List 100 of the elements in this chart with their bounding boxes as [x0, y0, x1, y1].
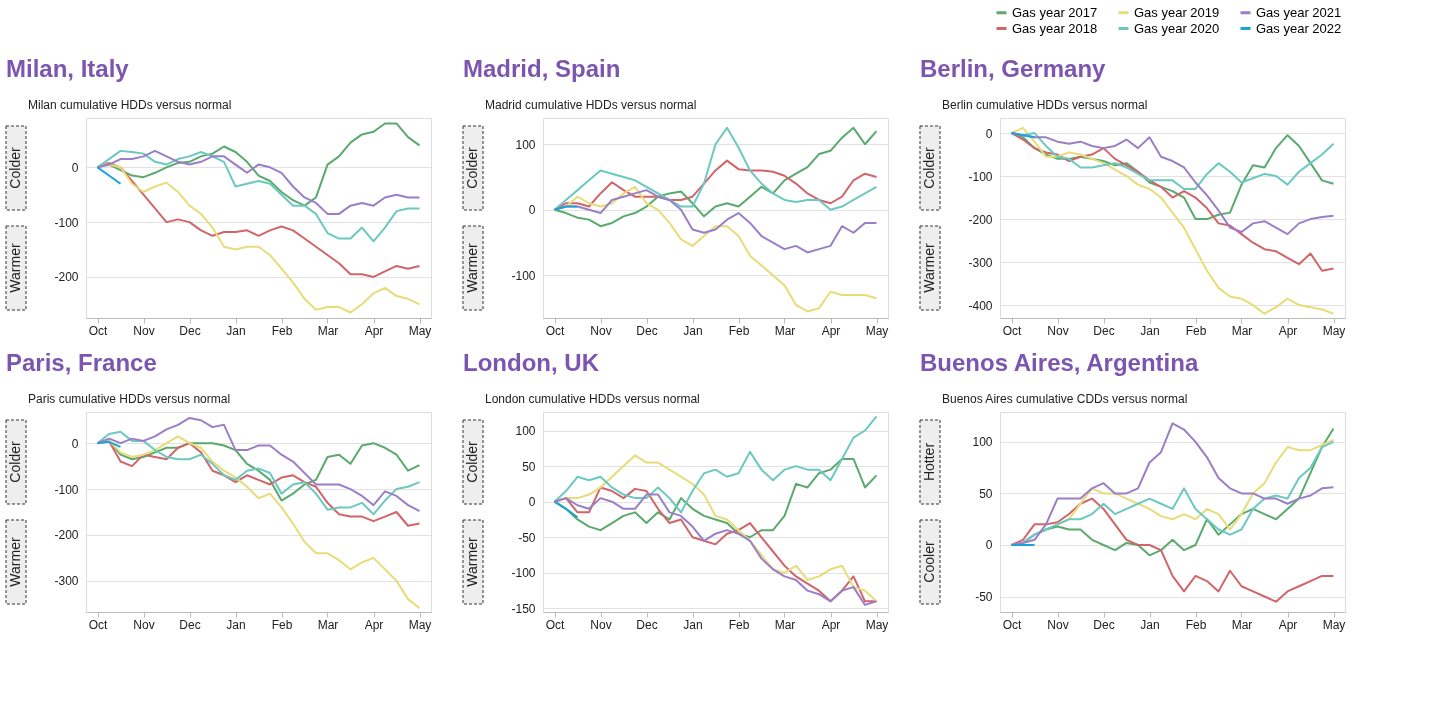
x-tick-label: Mar [1231, 617, 1253, 632]
x-tick-label: Dec [179, 323, 201, 338]
chart-title: London, UK [463, 349, 600, 376]
x-tick-label: Apr [821, 617, 841, 632]
x-tick-label: Oct [545, 617, 565, 632]
line-series [96, 430, 421, 516]
x-tick-label: May [865, 323, 889, 338]
legend-label: Gas year 2019 [1134, 4, 1220, 20]
x-tick-label: May [865, 617, 889, 632]
y-tick-label: -400 [968, 298, 993, 313]
y-tick-label: -100 [511, 268, 536, 283]
text: Colder [464, 147, 480, 189]
y-tick-label: 0 [985, 538, 993, 553]
y-tick-label: 0 [528, 495, 536, 510]
legend-label: Gas year 2018 [1012, 20, 1098, 36]
text: Cooler [921, 541, 937, 583]
chart-subtitle: Paris cumulative HDDs versus normal [28, 392, 231, 406]
x-tick-label: Feb [1185, 617, 1207, 632]
y-tick-label: -50 [518, 530, 536, 545]
y-tick-label: -100 [54, 215, 79, 230]
y-tick-label: -300 [54, 574, 79, 589]
x-tick-label: Oct [88, 323, 108, 338]
x-tick-label: Nov [590, 323, 612, 338]
line-series [553, 126, 878, 211]
x-tick-label: Nov [1047, 323, 1069, 338]
y-tick-label: 0 [985, 126, 993, 141]
x-tick-label: Oct [1002, 617, 1022, 632]
y-tick-label: -50 [975, 590, 993, 605]
y-tick-label: 0 [71, 160, 79, 175]
x-tick-label: Nov [590, 617, 612, 632]
x-tick-label: Feb [271, 323, 293, 338]
line-series [553, 126, 878, 228]
y-tick-label: 0 [71, 436, 79, 451]
x-tick-label: Feb [1185, 323, 1207, 338]
y-tick-label: -200 [54, 528, 79, 543]
line-series [1010, 132, 1335, 272]
text: Colder [7, 441, 23, 483]
x-tick-label: May [408, 617, 432, 632]
x-tick-label: Dec [179, 617, 201, 632]
y-tick-label: -100 [54, 482, 79, 497]
y-tick-label: 50 [522, 459, 536, 474]
chart-subtitle: Madrid cumulative HDDs versus normal [485, 98, 697, 112]
chart-subtitle: Buenos Aires cumulative CDDs versus normal [942, 392, 1188, 406]
chart-title: Madrid, Spain [463, 55, 621, 82]
x-tick-label: Feb [728, 617, 750, 632]
text: Warmer [921, 243, 937, 293]
x-tick-label: Mar [774, 323, 796, 338]
x-tick-label: Dec [636, 323, 658, 338]
x-tick-label: Apr [1278, 323, 1298, 338]
legend-label: Gas year 2020 [1134, 20, 1220, 36]
x-tick-label: Nov [133, 617, 155, 632]
legend-label: Gas year 2017 [1012, 4, 1098, 20]
line-series [96, 149, 421, 243]
line-series [1010, 126, 1335, 315]
y-tick-label: -300 [968, 255, 993, 270]
x-tick-label: Oct [545, 323, 565, 338]
text: Warmer [7, 243, 23, 293]
text: Colder [464, 441, 480, 483]
chart-title: Paris, France [6, 349, 157, 376]
x-tick-label: Jan [226, 323, 246, 338]
x-tick-label: Mar [1231, 323, 1253, 338]
x-tick-label: Jan [683, 617, 703, 632]
x-tick-label: Apr [364, 323, 384, 338]
x-tick-label: Apr [1278, 617, 1298, 632]
legend-label: Gas year 2022 [1256, 20, 1342, 36]
x-tick-label: Dec [1093, 323, 1115, 338]
x-tick-label: Nov [1047, 617, 1069, 632]
y-tick-label: -100 [511, 566, 536, 581]
y-tick-label: -200 [968, 212, 993, 227]
x-tick-label: Dec [636, 617, 658, 632]
x-tick-label: Feb [271, 617, 293, 632]
x-tick-label: May [408, 323, 432, 338]
text: Warmer [7, 537, 23, 587]
y-tick-label: 100 [515, 137, 536, 152]
x-tick-label: Dec [1093, 617, 1115, 632]
x-tick-label: Apr [821, 323, 841, 338]
y-tick-label: 100 [515, 424, 536, 439]
x-tick-label: Feb [728, 323, 750, 338]
x-tick-label: May [1322, 323, 1346, 338]
chart-title: Berlin, Germany [920, 55, 1107, 82]
y-tick-label: 0 [528, 203, 536, 218]
x-tick-label: Jan [226, 617, 246, 632]
line-series [553, 415, 878, 514]
x-tick-label: Mar [317, 323, 339, 338]
text: Warmer [464, 537, 480, 587]
x-tick-label: May [1322, 617, 1346, 632]
y-tick-label: -200 [54, 270, 79, 285]
y-tick-label: 50 [979, 486, 993, 501]
line-series [1010, 497, 1335, 603]
y-tick-label: -150 [511, 601, 536, 616]
y-tick-label: -100 [968, 169, 993, 184]
x-tick-label: Nov [133, 323, 155, 338]
chart-subtitle: Milan cumulative HDDs versus normal [28, 98, 232, 112]
x-tick-label: Oct [88, 617, 108, 632]
chart-subtitle: London cumulative HDDs versus normal [485, 392, 700, 406]
chart-title: Milan, Italy [6, 55, 130, 82]
chart-title: Buenos Aires, Argentina [920, 349, 1199, 376]
x-tick-label: Oct [1002, 323, 1022, 338]
chart-subtitle: Berlin cumulative HDDs versus normal [942, 98, 1148, 112]
y-tick-label: 100 [972, 435, 993, 450]
